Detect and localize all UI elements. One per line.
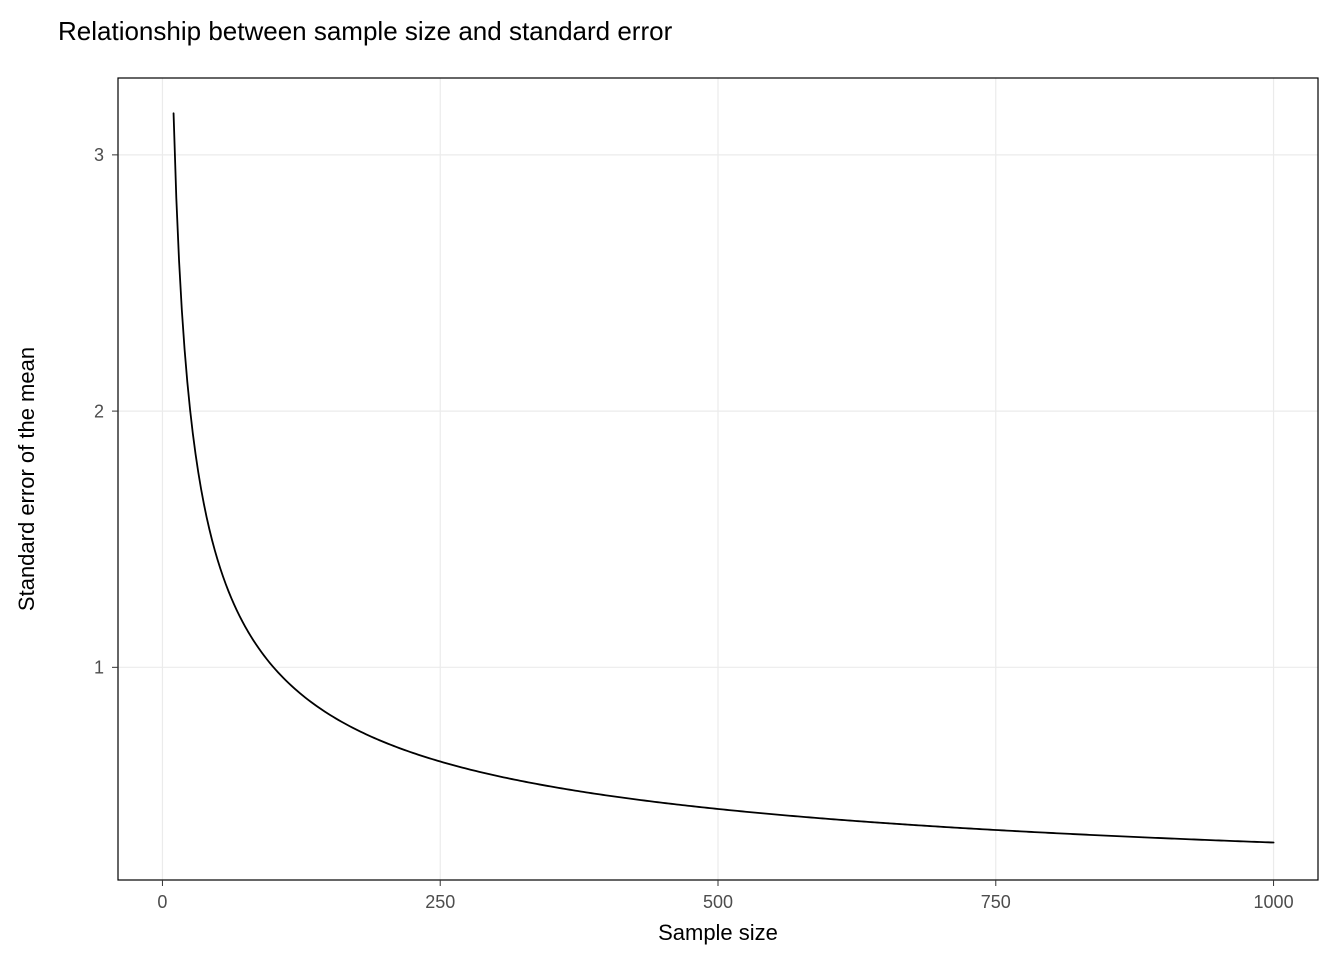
chart-container: 0 250 500 750 1000 1 2 3 Sample size Standard err… [0, 0, 1344, 960]
y-axis-label: Standard error of the mean [14, 347, 39, 611]
x-tick-label: 0 [157, 892, 167, 912]
y-tick-label: 3 [94, 145, 104, 165]
line-chart: 0 250 500 750 1000 1 2 3 Sample size Standard err… [0, 0, 1344, 960]
y-tick-label: 1 [94, 658, 104, 678]
x-tick-label: 500 [703, 892, 733, 912]
x-tick-label: 1000 [1254, 892, 1294, 912]
x-tick-label: 750 [981, 892, 1011, 912]
x-axis-label: Sample size [658, 920, 778, 945]
y-tick-label: 2 [94, 401, 104, 421]
chart-title: Relationship between sample size and sta… [58, 16, 673, 46]
x-tick-label: 250 [425, 892, 455, 912]
